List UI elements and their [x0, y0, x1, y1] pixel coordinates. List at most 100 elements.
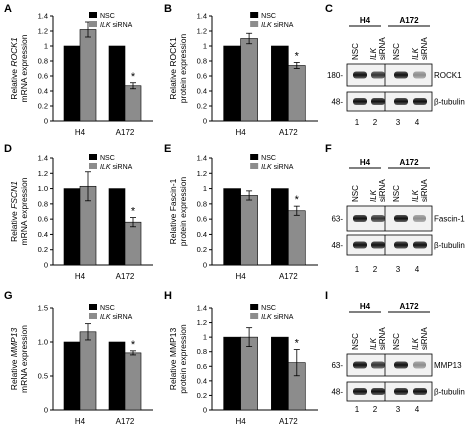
blot-strip	[346, 353, 433, 377]
blot-band	[371, 215, 385, 222]
legend-label-ilk-sirna: ILK siRNA	[261, 164, 294, 171]
x-category-label: H4	[236, 272, 247, 281]
lane-label-nsc: NSC	[351, 43, 360, 60]
blot-band	[394, 71, 408, 79]
blot-strip	[346, 63, 433, 87]
blot-band	[413, 71, 426, 79]
y-tick-label: 0	[203, 406, 207, 415]
lane-number: 3	[396, 265, 401, 274]
lane-label-ilk-sirna: ILK	[411, 337, 420, 350]
y-axis-title-text: Relative	[9, 67, 19, 100]
y-tick-label: 0	[44, 406, 48, 415]
bar-nsc	[108, 188, 126, 266]
lane-label-nsc: NSC	[351, 185, 360, 202]
lane-number: 2	[373, 405, 378, 414]
blot-band	[413, 98, 427, 105]
y-tick-label: 0.6	[38, 72, 48, 81]
y-tick-label: 1.4	[38, 154, 48, 163]
blot-band	[371, 71, 385, 79]
y-tick-label: 0	[203, 261, 207, 270]
bar-ilk-sirna	[240, 336, 258, 411]
blot-strip	[346, 234, 433, 256]
significance-star: *	[295, 51, 300, 63]
bar-nsc	[271, 188, 289, 266]
y-tick-label: 0.4	[197, 230, 207, 239]
blot-band	[394, 241, 408, 249]
panel-label: H	[164, 290, 172, 302]
lane-label-ilk: ILK	[411, 189, 420, 202]
legend-label-sirna: siRNA	[111, 22, 133, 29]
legend-swatch-ilk-sirna	[250, 21, 259, 27]
legend-label-nsc: NSC	[100, 155, 115, 162]
x-category-label: A172	[116, 128, 135, 137]
legend-swatch-nsc	[250, 154, 259, 160]
y-tick-label: 0.2	[38, 102, 48, 111]
legend-swatch-nsc	[250, 12, 259, 18]
blot-band	[353, 388, 367, 395]
x-category-label: H4	[75, 128, 86, 137]
y-axis-title-line2: mRNA expression	[19, 34, 29, 102]
legend-swatch-nsc	[89, 12, 97, 18]
y-tick-label: 0.2	[197, 391, 207, 400]
legend-label-sirna: siRNA	[111, 314, 133, 321]
x-category-label: H4	[236, 128, 247, 137]
y-axis-title-gene: MMP13	[9, 328, 19, 358]
y-tick-label: 0	[44, 117, 48, 126]
y-tick-label: 1	[203, 42, 207, 51]
molecular-weight-marker: 63-	[331, 215, 343, 224]
lane-number: 4	[415, 265, 420, 274]
bar-ilk-sirna	[240, 38, 258, 122]
bar-nsc	[63, 45, 81, 122]
legend-label-ilk: ILK	[261, 22, 272, 29]
lane-label-sirna: siRNA	[378, 37, 387, 60]
lane-label-ilk: ILK	[369, 47, 378, 60]
lane-number: 3	[396, 405, 401, 414]
y-axis-title-text: Relative Fascin-1	[168, 178, 178, 244]
y-tick-label: 1.5	[38, 304, 48, 313]
molecular-weight-marker: 48-	[331, 388, 343, 397]
panel-label: A	[4, 3, 12, 15]
blot-band	[394, 98, 408, 105]
y-tick-label: 0.6	[197, 72, 207, 81]
legend-swatch-nsc	[250, 304, 259, 310]
significance-star: *	[131, 71, 136, 83]
molecular-weight-marker: 63-	[331, 361, 343, 370]
x-category-label: A172	[279, 417, 298, 426]
band-name: β-tubulin	[434, 388, 465, 397]
blot-band	[353, 215, 367, 222]
blot-band	[371, 388, 385, 395]
y-tick-label: 0.6	[197, 362, 207, 371]
chart-panel-B: B Relative ROCK1 protein expression 0 0.2 0.4…	[164, 3, 318, 137]
bar-nsc	[223, 188, 241, 266]
legend-label-nsc: NSC	[100, 13, 115, 20]
molecular-weight-marker: 48-	[331, 241, 343, 250]
molecular-weight-marker: 48-	[331, 98, 343, 107]
blot-band	[353, 361, 367, 369]
legend-label-ilk-sirna: ILK siRNA	[100, 164, 133, 171]
y-tick-label: 0.4	[38, 230, 48, 239]
bar-ilk-sirna	[240, 195, 258, 266]
blot-band	[413, 388, 427, 395]
blot-band	[353, 71, 367, 79]
legend-label-ilk: ILK	[100, 314, 111, 321]
blot-band	[371, 98, 385, 105]
bar-ilk-sirna	[288, 65, 306, 122]
lane-label-nsc: NSC	[392, 333, 401, 350]
y-axis-title-line2: protein expression	[178, 177, 188, 247]
y-tick-label: 1	[203, 184, 207, 193]
legend-label-ilk: ILK	[100, 164, 111, 171]
y-tick-label: 0.5	[38, 372, 48, 381]
chart-panel-D: D Relative FSCN1 mRNA expression 0 0.2 0.4 0.6…	[4, 143, 153, 281]
legend-label-sirna: siRNA	[272, 314, 294, 321]
legend-swatch-ilk-sirna	[89, 163, 97, 169]
lane-number: 2	[373, 118, 378, 127]
legend-label-ilk: ILK	[261, 314, 272, 321]
blot-strip	[346, 381, 433, 402]
lane-label-ilk: ILK	[369, 189, 378, 202]
blot-band	[371, 361, 385, 369]
lane-label-ilk: ILK	[369, 337, 378, 350]
lane-label-nsc: NSC	[392, 43, 401, 60]
x-category-label: H4	[236, 417, 247, 426]
